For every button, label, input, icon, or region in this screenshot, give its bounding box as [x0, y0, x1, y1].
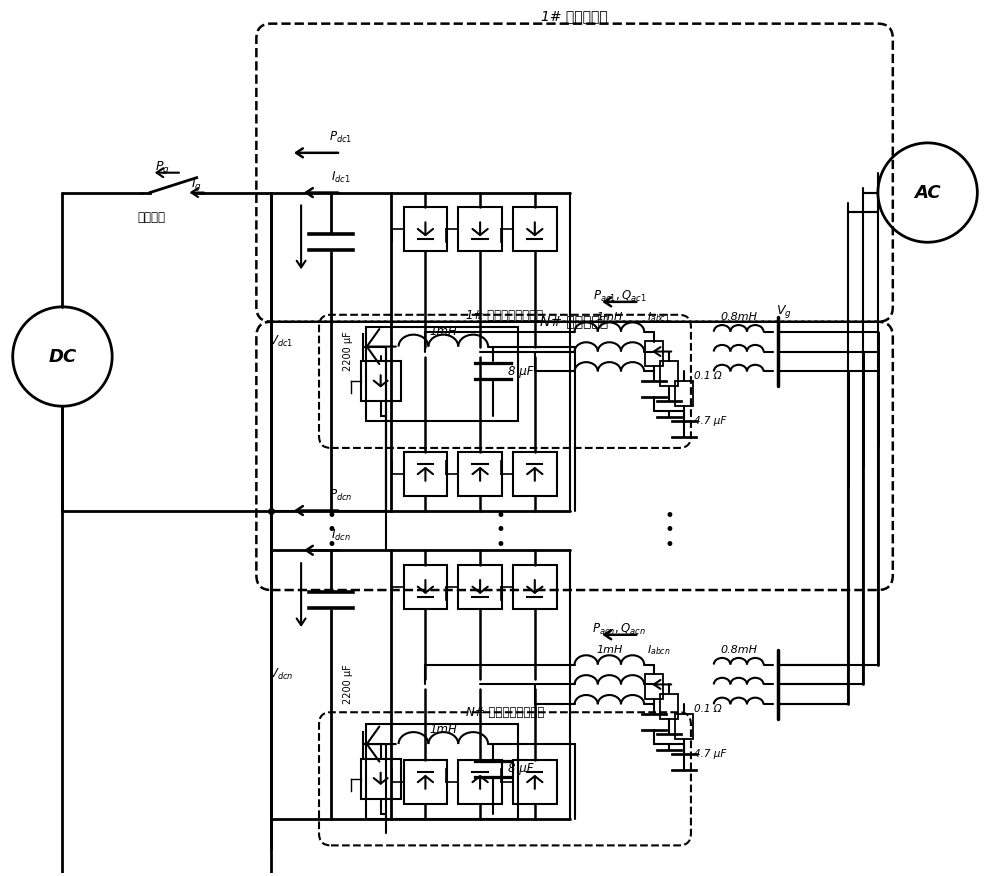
Text: •: • — [495, 506, 505, 525]
Text: •: • — [326, 521, 336, 540]
Text: •: • — [664, 536, 674, 555]
Text: 1mH: 1mH — [429, 723, 457, 736]
Text: 1mH: 1mH — [596, 645, 623, 654]
Text: •: • — [495, 536, 505, 555]
Bar — [361, 759, 401, 799]
Text: $V_g$: $V_g$ — [776, 303, 791, 321]
Bar — [271, 550, 391, 818]
Bar — [513, 452, 557, 496]
Text: $I_{dcn}$: $I_{dcn}$ — [331, 528, 351, 543]
Text: 8 μF: 8 μF — [508, 762, 533, 775]
Text: 2200 μF: 2200 μF — [343, 332, 353, 371]
Text: 1# 双向变换器: 1# 双向变换器 — [541, 10, 608, 24]
Text: $V_{dcn}$: $V_{dcn}$ — [269, 667, 293, 682]
Bar — [675, 381, 693, 406]
Text: $P_g$: $P_g$ — [155, 159, 169, 176]
Text: N# 双向变换器: N# 双向变换器 — [540, 314, 609, 328]
Bar — [513, 208, 557, 251]
Bar — [513, 760, 557, 803]
Text: 8 μF: 8 μF — [508, 365, 533, 378]
Text: •: • — [664, 521, 674, 540]
Text: $I_{abc1}$: $I_{abc1}$ — [647, 310, 671, 323]
Text: •: • — [326, 536, 336, 555]
Bar — [675, 714, 693, 738]
Bar — [660, 694, 678, 718]
Bar — [645, 674, 663, 699]
Text: 1mH: 1mH — [596, 312, 623, 321]
Text: $P_{ac1},Q_{ac1}$: $P_{ac1},Q_{ac1}$ — [593, 289, 646, 305]
Text: •: • — [664, 506, 674, 525]
Bar — [404, 565, 447, 609]
Text: N# 纹波有源吸收电路: N# 纹波有源吸收电路 — [466, 706, 544, 719]
Bar — [404, 760, 447, 803]
Bar — [458, 208, 502, 251]
Bar — [271, 193, 391, 511]
Text: $V_{dc1}$: $V_{dc1}$ — [269, 334, 293, 350]
Text: $I_g$: $I_g$ — [191, 176, 202, 193]
Text: 0.8mH: 0.8mH — [720, 645, 757, 654]
Text: 0.8mH: 0.8mH — [720, 312, 757, 321]
Text: 2200 μF: 2200 μF — [343, 665, 353, 704]
Text: DC: DC — [48, 348, 77, 365]
Text: 0.1 Ω: 0.1 Ω — [694, 371, 722, 381]
Text: $P_{acn},Q_{acn}$: $P_{acn},Q_{acn}$ — [592, 622, 646, 638]
Bar — [645, 341, 663, 366]
Text: $P_{dcn}$: $P_{dcn}$ — [329, 488, 353, 503]
Text: 4.7 μF: 4.7 μF — [694, 416, 726, 426]
Text: $P_{dc1}$: $P_{dc1}$ — [329, 131, 353, 145]
Text: 电力开关: 电力开关 — [137, 211, 165, 224]
Bar — [458, 452, 502, 496]
Bar — [458, 565, 502, 609]
Text: 1mH: 1mH — [429, 325, 457, 338]
Text: •: • — [495, 521, 505, 540]
Text: 4.7 μF: 4.7 μF — [694, 749, 726, 759]
Bar — [404, 208, 447, 251]
Text: AC: AC — [914, 184, 941, 201]
Text: 1# 纹波有源吸收电路: 1# 纹波有源吸收电路 — [466, 308, 544, 321]
Bar — [660, 361, 678, 385]
Bar — [458, 760, 502, 803]
Text: 0.1 Ω: 0.1 Ω — [694, 704, 722, 714]
Text: $I_{dc1}$: $I_{dc1}$ — [331, 170, 351, 185]
Bar — [366, 724, 518, 818]
Text: •: • — [326, 506, 336, 525]
Bar — [361, 362, 401, 401]
Text: $I_{abcn}$: $I_{abcn}$ — [647, 643, 671, 656]
Bar — [366, 327, 518, 421]
Bar — [513, 565, 557, 609]
Bar — [404, 452, 447, 496]
